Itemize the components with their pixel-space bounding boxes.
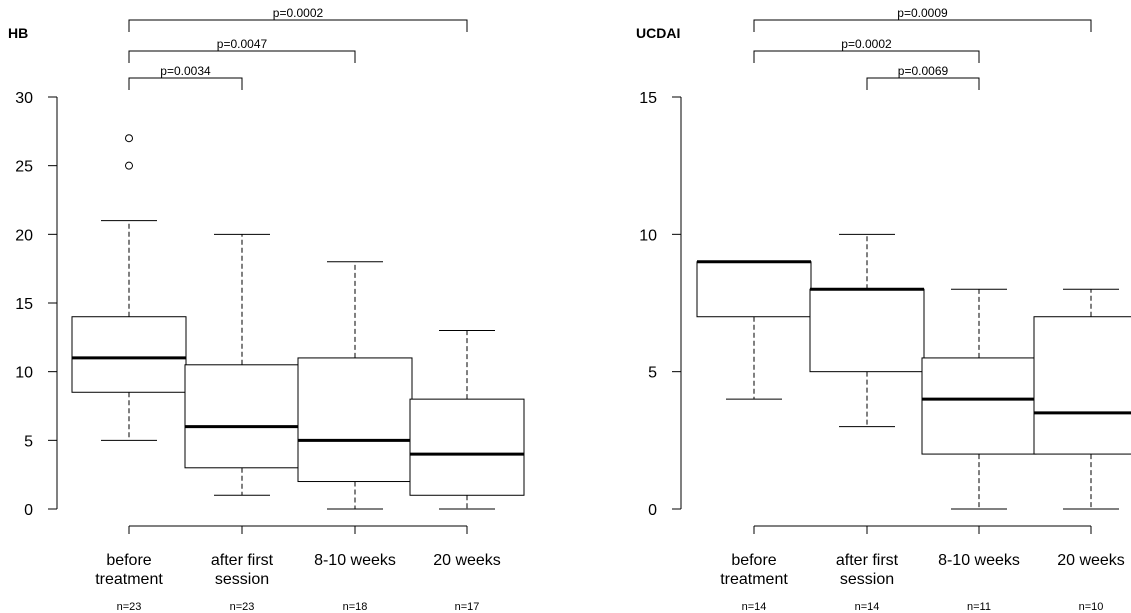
x-category-label: after first (836, 552, 899, 569)
significance-bracket: p=0.0069 (866, 64, 980, 90)
bracket-line (128, 19, 468, 32)
ucdai-panel: UCDAI 0 5 10 15 before treatment n=14 after firs… (636, 6, 1131, 613)
bracket-line (753, 19, 1092, 32)
hb-panel: HB 0 5 10 15 20 25 30 before treatment n=23 after f… (8, 6, 525, 613)
y-tick-label: 25 (15, 159, 33, 176)
x-category-label: before (731, 552, 776, 569)
y-tick-label: 10 (15, 365, 33, 382)
x-category-label: 8-10 weeks (314, 552, 396, 569)
bracket-line (866, 77, 980, 90)
x-category-label: 20 weeks (433, 552, 501, 569)
box-group (297, 261, 413, 510)
y-tick-label: 15 (15, 296, 33, 313)
box-group (409, 329, 525, 510)
y-tick-label: 30 (15, 90, 33, 107)
box-iqr (1033, 316, 1131, 455)
x-category-label: 20 weeks (1057, 552, 1125, 569)
p-value-label: p=0.0002 (841, 37, 892, 51)
significance-bracket: p=0.0002 (753, 37, 980, 63)
p-value-label: p=0.0002 (273, 6, 324, 20)
x-category-label: after first (211, 552, 274, 569)
significance-bracket: p=0.0047 (128, 37, 356, 63)
bracket-line (753, 50, 980, 63)
x-category-label: before (106, 552, 151, 569)
box-iqr (184, 364, 300, 469)
box-iqr (71, 316, 187, 393)
sample-size-label: n=10 (1079, 601, 1104, 613)
box-group (696, 260, 812, 400)
significance-bracket: p=0.0009 (753, 6, 1092, 32)
p-value-label: p=0.0009 (897, 6, 948, 20)
y-tick-label: 0 (24, 502, 33, 519)
y-tick-label: 0 (648, 502, 657, 519)
box-iqr (297, 357, 413, 483)
x-category-label: session (215, 571, 269, 588)
y-tick-label: 5 (24, 433, 33, 450)
sample-size-label: n=18 (343, 601, 368, 613)
box-group (809, 233, 925, 428)
x-category-label: session (840, 571, 894, 588)
y-tick-label: 20 (15, 227, 33, 244)
x-category-label: 8-10 weeks (938, 552, 1020, 569)
sample-size-label: n=11 (967, 601, 991, 613)
box-group (184, 233, 300, 496)
p-value-label: p=0.0069 (898, 64, 949, 78)
y-tick-label: 10 (639, 227, 657, 244)
box-group (1033, 288, 1131, 510)
outlier-point (125, 161, 133, 170)
sample-size-label: n=14 (742, 601, 767, 613)
y-tick-label: 5 (648, 365, 657, 382)
significance-bracket: p=0.0002 (128, 6, 468, 32)
box-iqr (809, 288, 925, 373)
p-value-label: p=0.0047 (217, 37, 268, 51)
x-category-label: treatment (95, 571, 163, 588)
box-iqr (696, 261, 812, 318)
box-iqr (409, 398, 525, 496)
panel-title: UCDAI (636, 25, 680, 41)
box-group (71, 134, 187, 441)
sample-size-label: n=23 (117, 601, 142, 613)
significance-bracket: p=0.0034 (128, 64, 243, 90)
outlier-point (125, 134, 133, 143)
box-iqr (921, 357, 1037, 455)
box-group (921, 288, 1037, 510)
sample-size-label: n=14 (855, 601, 880, 613)
x-category-label: treatment (720, 571, 788, 588)
y-tick-label: 15 (639, 90, 657, 107)
panel-title: HB (8, 25, 28, 41)
sample-size-label: n=23 (230, 601, 255, 613)
bracket-line (128, 77, 243, 90)
p-value-label: p=0.0034 (160, 64, 211, 78)
bracket-line (128, 50, 356, 63)
sample-size-label: n=17 (455, 601, 480, 613)
